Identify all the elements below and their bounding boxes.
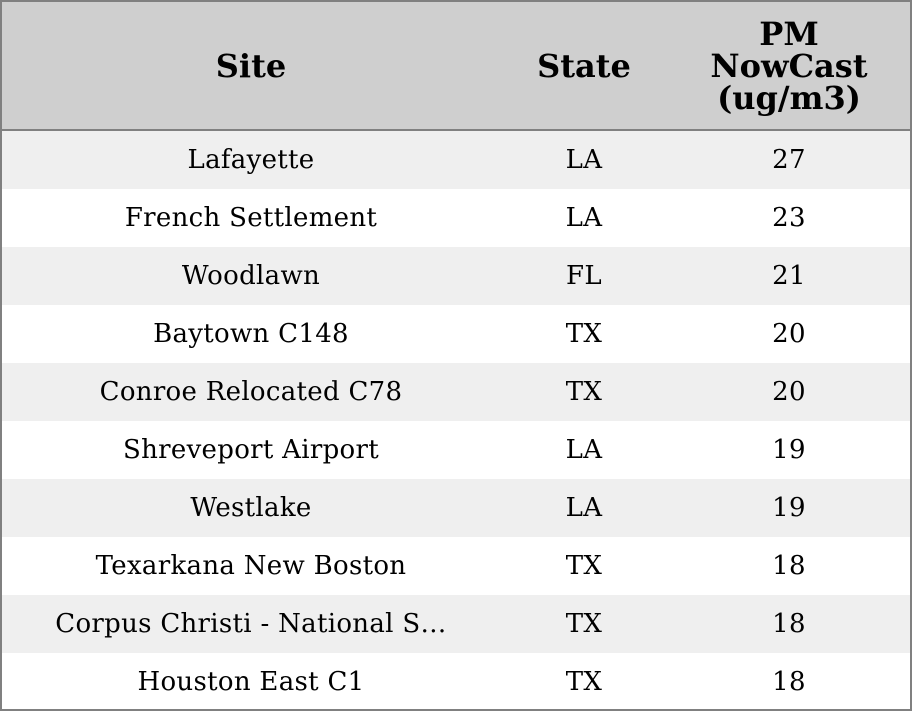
pm-value-cell: 20 — [772, 319, 806, 349]
site-cell: Westlake — [190, 493, 312, 523]
table-row: Lafayette LA 27 — [2, 131, 910, 189]
pm-value-cell: 18 — [772, 667, 806, 697]
site-cell: Conroe Relocated C78 — [99, 377, 403, 407]
table-header: Site State PM NowCast (ug/m3) — [2, 2, 910, 131]
site-cell: Texarkana New Boston — [95, 551, 407, 581]
table-row: French Settlement LA 23 — [2, 189, 910, 247]
site-cell: Woodlawn — [181, 261, 321, 291]
pm-value-cell: 20 — [772, 377, 806, 407]
state-cell: TX — [565, 667, 603, 697]
header-pm-line-1: PM — [759, 14, 819, 53]
pm-value-cell: 19 — [772, 493, 806, 523]
pm-value-cell: 19 — [772, 435, 806, 465]
table-row: Woodlawn FL 21 — [2, 247, 910, 305]
table-row: Westlake LA 19 — [2, 479, 910, 537]
pm-value-cell: 27 — [772, 145, 806, 175]
state-cell: LA — [565, 493, 603, 523]
header-pm-nowcast: PM NowCast (ug/m3) — [668, 2, 910, 129]
table-row: Corpus Christi - National S… TX 18 — [2, 595, 910, 653]
site-cell: Houston East C1 — [137, 667, 365, 697]
state-cell: LA — [565, 435, 603, 465]
site-cell: Baytown C148 — [153, 319, 349, 349]
header-pm-line-2: NowCast — [710, 46, 868, 85]
header-state: State — [537, 46, 631, 85]
site-cell: Shreveport Airport — [123, 435, 379, 465]
table-row: Shreveport Airport LA 19 — [2, 421, 910, 479]
state-cell: TX — [565, 377, 603, 407]
pm-value-cell: 18 — [772, 609, 806, 639]
state-cell: TX — [565, 319, 603, 349]
pm-value-cell: 21 — [772, 261, 806, 291]
site-cell: Lafayette — [187, 145, 315, 175]
state-cell: TX — [565, 551, 603, 581]
header-pm-line-3: (ug/m3) — [717, 78, 861, 117]
table-row: Baytown C148 TX 20 — [2, 305, 910, 363]
pm-value-cell: 23 — [772, 203, 806, 233]
state-cell: FL — [566, 261, 602, 291]
table-row: Conroe Relocated C78 TX 20 — [2, 363, 910, 421]
pm-value-cell: 18 — [772, 551, 806, 581]
table-row: Texarkana New Boston TX 18 — [2, 537, 910, 595]
state-cell: TX — [565, 609, 603, 639]
site-cell: Corpus Christi - National S… — [55, 609, 447, 639]
state-cell: LA — [565, 203, 603, 233]
header-site: Site — [215, 46, 287, 85]
state-cell: LA — [565, 145, 603, 175]
site-cell: French Settlement — [124, 203, 378, 233]
table-row: Houston East C1 TX 18 — [2, 653, 910, 709]
